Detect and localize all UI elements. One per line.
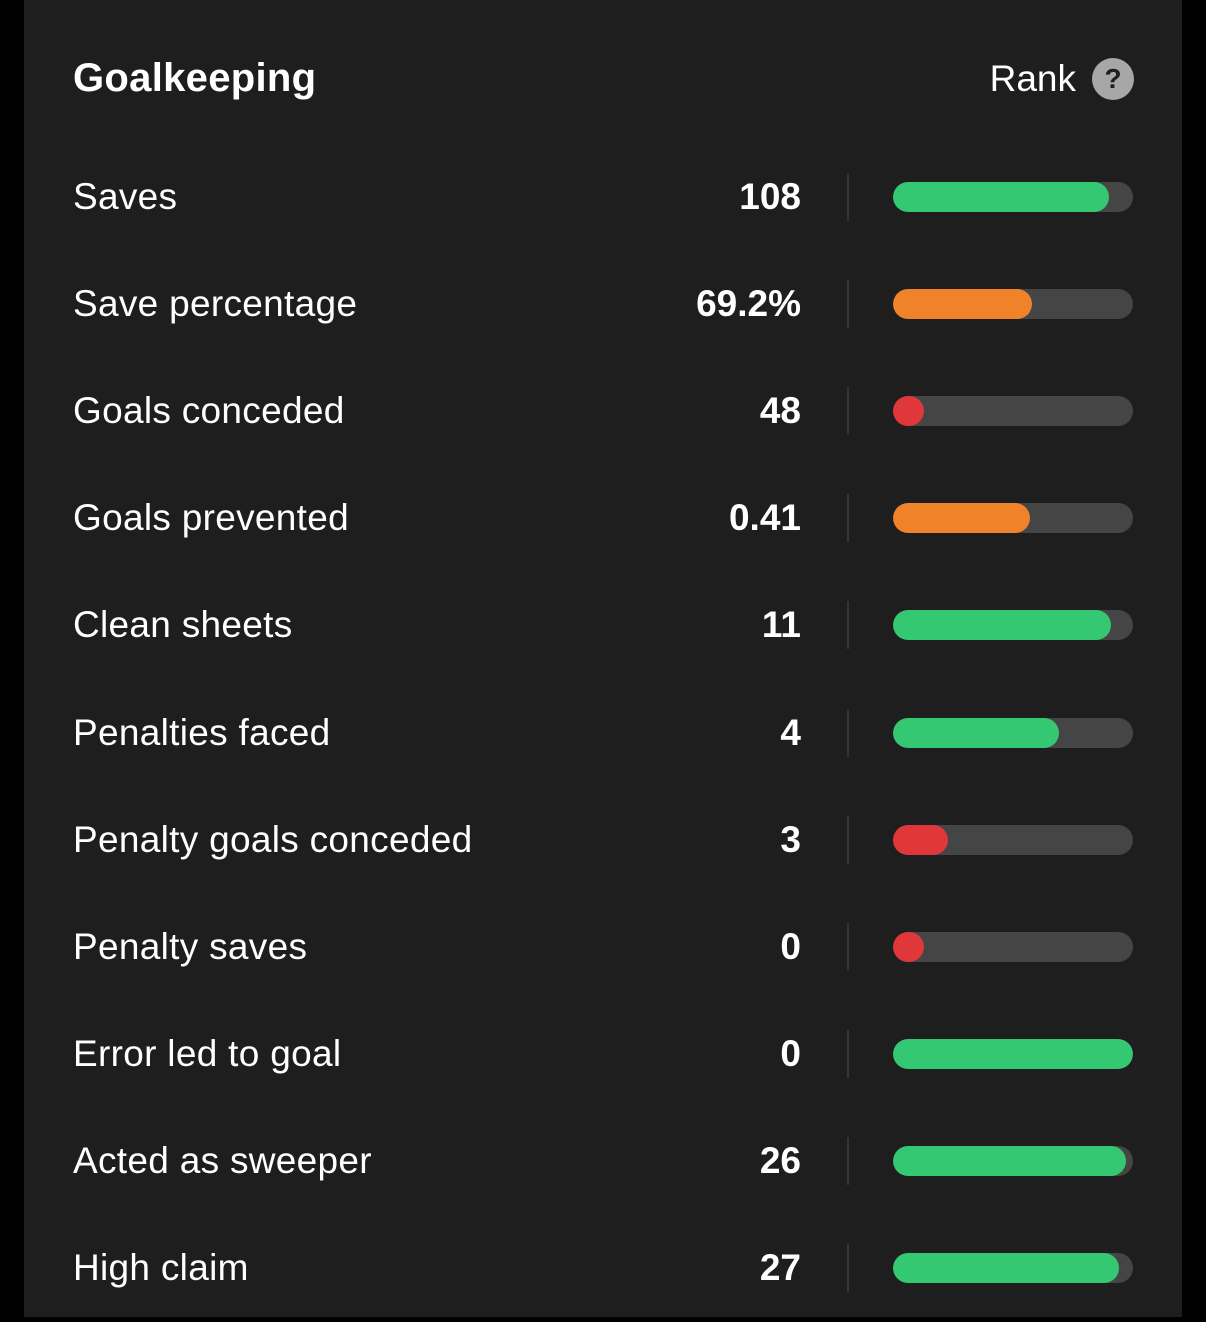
stat-row[interactable]: Save percentage 69.2%	[24, 250, 1182, 357]
row-divider	[847, 922, 849, 971]
rank-bar-fill	[893, 1146, 1126, 1177]
stat-label: Clean sheets	[73, 604, 293, 646]
stat-value: 11	[761, 604, 801, 646]
row-divider	[847, 815, 849, 864]
rank-bar-fill	[893, 1039, 1133, 1070]
stat-label: Acted as sweeper	[73, 1140, 372, 1182]
stat-row[interactable]: High claim 27	[24, 1215, 1182, 1322]
stat-row[interactable]: Penalty goals conceded 3	[24, 786, 1182, 893]
stat-row[interactable]: Acted as sweeper 26	[24, 1108, 1182, 1215]
rank-bar-track	[893, 1253, 1133, 1284]
stats-list: Saves 108 Save percentage 69.2% Goals conced…	[24, 143, 1182, 1322]
stat-label: Penalty goals conceded	[73, 818, 473, 860]
rank-help-button[interactable]: Rank ?	[990, 58, 1134, 100]
rank-bar-fill	[893, 824, 948, 855]
rank-bar-fill	[893, 931, 924, 962]
stat-label: Goals conceded	[73, 389, 345, 431]
rank-bar-fill	[893, 1253, 1119, 1284]
stat-row[interactable]: Penalty saves 0	[24, 893, 1182, 1000]
stat-value: 69.2%	[696, 282, 801, 324]
row-divider	[847, 1137, 849, 1186]
stat-value: 0	[780, 925, 801, 967]
rank-bar-fill	[893, 288, 1032, 319]
stat-row[interactable]: Clean sheets 11	[24, 572, 1182, 679]
rank-bar-fill	[893, 395, 924, 426]
rank-bar-track	[893, 824, 1133, 855]
stat-value: 26	[759, 1140, 801, 1182]
rank-bar-fill	[893, 503, 1030, 534]
row-divider	[847, 386, 849, 435]
stat-row[interactable]: Penalties faced 4	[24, 679, 1182, 786]
row-divider	[847, 279, 849, 328]
question-mark-icon[interactable]: ?	[1092, 58, 1134, 100]
row-divider	[847, 708, 849, 757]
rank-bar-track	[893, 1039, 1133, 1070]
stat-label: Error led to goal	[73, 1033, 342, 1075]
rank-bar-track	[893, 610, 1133, 641]
rank-bar-fill	[893, 610, 1111, 641]
section-title: Goalkeeping	[73, 56, 317, 100]
stat-row[interactable]: Goals prevented 0.41	[24, 465, 1182, 572]
rank-bar-fill	[893, 181, 1109, 212]
row-divider	[847, 1244, 849, 1293]
row-divider	[847, 494, 849, 543]
stat-value: 27	[759, 1247, 801, 1289]
stat-label: Penalties faced	[73, 711, 331, 753]
rank-bar-track	[893, 181, 1133, 212]
stat-value: 3	[780, 818, 801, 860]
stat-label: High claim	[73, 1247, 249, 1289]
stat-row[interactable]: Goals conceded 48	[24, 357, 1182, 464]
panel-header: Goalkeeping Rank ?	[24, 0, 1182, 160]
stat-value: 0	[780, 1033, 801, 1075]
stat-label: Penalty saves	[73, 925, 308, 967]
stat-label: Saves	[73, 175, 178, 217]
rank-bar-track	[893, 288, 1133, 319]
rank-bar-track	[893, 503, 1133, 534]
rank-label: Rank	[989, 58, 1076, 99]
rank-bar-fill	[893, 717, 1059, 748]
goalkeeping-stats-panel: Goalkeeping Rank ? Saves 108 Save percenta…	[24, 0, 1182, 1317]
stat-value: 48	[759, 389, 801, 431]
stat-label: Save percentage	[73, 282, 358, 324]
rank-bar-track	[893, 1146, 1133, 1177]
stat-row[interactable]: Error led to goal 0	[24, 1001, 1182, 1108]
row-divider	[847, 172, 849, 221]
stat-row[interactable]: Saves 108	[24, 143, 1182, 250]
row-divider	[847, 1030, 849, 1079]
rank-bar-track	[893, 395, 1133, 426]
rank-bar-track	[893, 717, 1133, 748]
stat-value: 4	[780, 711, 801, 753]
row-divider	[847, 601, 849, 650]
stat-value: 108	[739, 175, 801, 217]
stat-label: Goals prevented	[73, 497, 350, 539]
stat-value: 0.41	[728, 497, 801, 539]
rank-bar-track	[893, 931, 1133, 962]
